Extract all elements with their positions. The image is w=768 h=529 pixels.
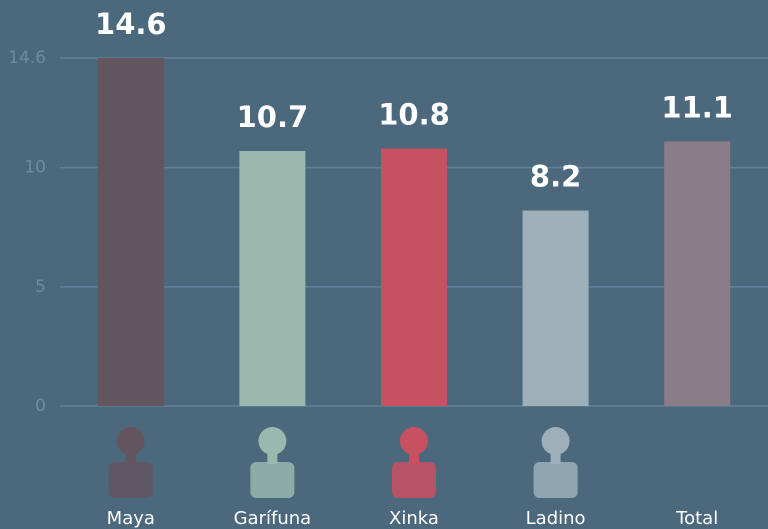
figure-body <box>392 462 436 498</box>
bar <box>522 210 589 406</box>
value-label: 11.1 <box>661 90 733 124</box>
value-label: 14.6 <box>95 7 167 41</box>
x-tick-label: Maya <box>107 508 155 529</box>
y-tick-label: 0 <box>35 396 46 416</box>
figure-head <box>400 427 428 455</box>
figure-body <box>108 462 153 498</box>
x-tick-label: Xinka <box>389 508 439 529</box>
bar <box>381 148 447 406</box>
y-tick-label: 14.6 <box>8 48 46 68</box>
y-tick-label: 5 <box>35 277 46 297</box>
figure-head <box>116 427 145 455</box>
figure-neck <box>267 452 278 464</box>
figure-body <box>250 462 295 498</box>
x-tick-label: Ladino <box>526 508 586 529</box>
bar <box>97 58 164 406</box>
x-tick-label: Garífuna <box>234 508 312 529</box>
y-tick-label: 10 <box>24 158 46 178</box>
value-label: 8.2 <box>530 160 581 194</box>
bar <box>239 150 306 406</box>
figure-body <box>533 462 578 498</box>
figure-neck <box>125 452 136 464</box>
value-label: 10.8 <box>378 98 450 132</box>
figure-head <box>541 427 570 455</box>
bar <box>664 141 731 406</box>
figure-neck <box>550 452 561 464</box>
x-tick-label: Total <box>675 508 718 529</box>
value-label: 10.7 <box>237 100 309 134</box>
figure-head <box>258 427 287 455</box>
figure-neck <box>409 452 419 464</box>
